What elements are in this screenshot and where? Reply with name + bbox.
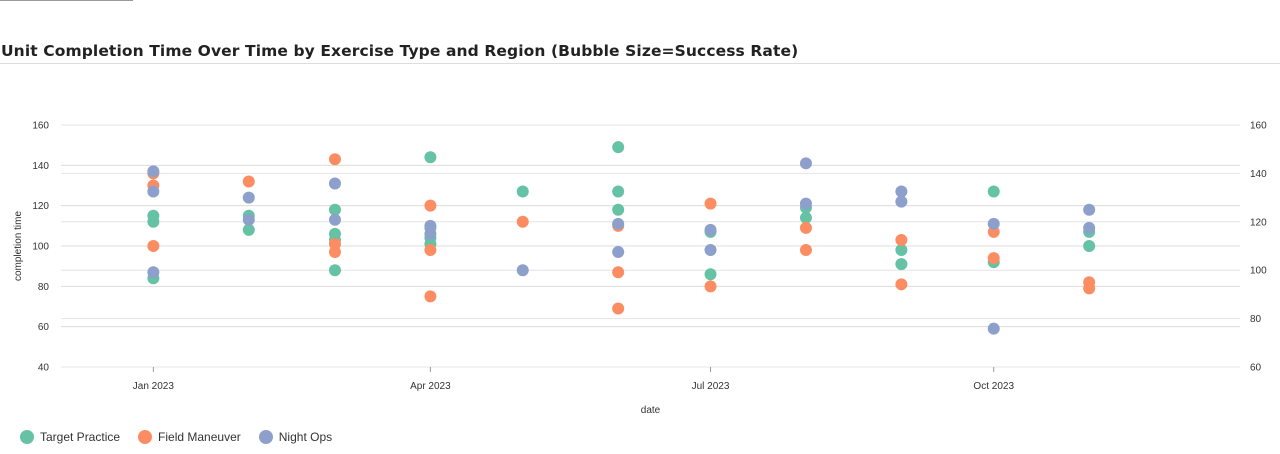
point-field-maneuver bbox=[328, 246, 341, 259]
legend-item-target-practice[interactable]: Target Practice bbox=[20, 430, 120, 444]
point-field-maneuver bbox=[1083, 282, 1096, 295]
point-night-ops bbox=[147, 165, 160, 178]
point-night-ops bbox=[328, 177, 341, 190]
point-field-maneuver bbox=[516, 215, 529, 228]
legend-item-night-ops[interactable]: Night Ops bbox=[258, 430, 333, 444]
point-field-maneuver bbox=[424, 244, 437, 257]
point-night-ops bbox=[987, 322, 1000, 335]
y-left-tick-label: 60 bbox=[38, 322, 50, 333]
point-night-ops bbox=[612, 217, 625, 230]
legend-label-target-practice: Target Practice bbox=[40, 430, 121, 444]
point-target-practice bbox=[987, 185, 1000, 198]
point-night-ops bbox=[147, 185, 160, 198]
x-axis-title: date bbox=[641, 405, 661, 416]
x-tick-label: Apr 2023 bbox=[410, 381, 451, 392]
point-field-maneuver bbox=[704, 197, 717, 210]
point-night-ops bbox=[328, 213, 341, 226]
point-field-maneuver bbox=[895, 278, 908, 291]
y-right-tick-label: 80 bbox=[1250, 314, 1262, 325]
legend-label-night-ops: Night Ops bbox=[278, 430, 333, 444]
point-target-practice bbox=[612, 185, 625, 198]
point-field-maneuver bbox=[147, 240, 160, 252]
chart-title: Unit Completion Time Over Time by Exerci… bbox=[1, 42, 799, 60]
point-target-practice bbox=[424, 151, 437, 164]
point-night-ops bbox=[1083, 221, 1096, 234]
point-target-practice bbox=[612, 141, 625, 154]
point-night-ops bbox=[147, 266, 160, 279]
title-divider bbox=[0, 63, 1280, 64]
point-night-ops bbox=[424, 227, 437, 240]
point-field-maneuver bbox=[612, 302, 625, 315]
point-field-maneuver bbox=[424, 199, 437, 212]
point-field-maneuver bbox=[987, 252, 1000, 265]
point-night-ops bbox=[895, 185, 908, 198]
point-target-practice bbox=[704, 268, 717, 281]
legend-swatch-target-practice bbox=[20, 430, 34, 444]
x-tick-label: Jul 2023 bbox=[692, 381, 730, 392]
point-night-ops bbox=[704, 223, 717, 236]
point-field-maneuver bbox=[328, 153, 341, 166]
tab-underline bbox=[0, 0, 133, 1]
legend-swatch-field-maneuver bbox=[138, 430, 153, 444]
x-tick-label: Jan 2023 bbox=[133, 381, 175, 392]
point-target-practice bbox=[895, 258, 908, 271]
y-left-tick-label: 140 bbox=[32, 161, 49, 172]
point-night-ops bbox=[242, 191, 255, 204]
point-night-ops bbox=[799, 157, 812, 170]
y-right-tick-label: 120 bbox=[1250, 217, 1267, 228]
legend-item-field-maneuver[interactable]: Field Maneuver bbox=[138, 430, 241, 444]
point-target-practice bbox=[516, 185, 529, 198]
y-right-tick-label: 160 bbox=[1250, 121, 1267, 132]
y-left-tick-label: 120 bbox=[32, 201, 49, 212]
y-left-tick-label: 100 bbox=[32, 242, 49, 253]
point-field-maneuver bbox=[799, 244, 812, 257]
y-left-tick-label: 160 bbox=[32, 121, 49, 132]
point-field-maneuver bbox=[799, 221, 812, 234]
x-tick-label: Oct 2023 bbox=[973, 381, 1014, 392]
point-night-ops bbox=[242, 213, 255, 226]
chart-legend: Target Practice Field Maneuver Night Ops bbox=[20, 430, 332, 444]
point-night-ops bbox=[704, 244, 717, 257]
point-field-maneuver bbox=[612, 266, 625, 279]
point-target-practice bbox=[1083, 240, 1096, 252]
point-target-practice bbox=[242, 223, 255, 236]
point-night-ops bbox=[516, 264, 529, 277]
y-left-tick-label: 40 bbox=[38, 363, 50, 374]
point-target-practice bbox=[612, 203, 625, 216]
point-field-maneuver bbox=[895, 233, 908, 246]
y-right-tick-label: 100 bbox=[1250, 266, 1267, 277]
point-night-ops bbox=[987, 217, 1000, 230]
point-target-practice bbox=[895, 244, 908, 257]
point-target-practice bbox=[147, 215, 160, 228]
y-axis-title: completion time bbox=[13, 211, 24, 281]
y-left-tick-label: 80 bbox=[38, 282, 50, 293]
point-field-maneuver bbox=[242, 175, 255, 188]
point-night-ops bbox=[799, 197, 812, 210]
point-night-ops bbox=[895, 195, 908, 208]
point-target-practice bbox=[328, 264, 341, 277]
point-target-practice bbox=[799, 211, 812, 224]
legend-label-field-maneuver: Field Maneuver bbox=[158, 430, 241, 444]
point-field-maneuver bbox=[424, 290, 437, 303]
point-field-maneuver bbox=[704, 280, 717, 293]
point-night-ops bbox=[612, 246, 625, 259]
point-target-practice bbox=[328, 203, 341, 216]
legend-swatch-night-ops bbox=[258, 430, 273, 444]
point-night-ops bbox=[1083, 203, 1096, 216]
y-right-tick-label: 140 bbox=[1250, 169, 1267, 180]
y-right-tick-label: 60 bbox=[1250, 363, 1262, 374]
